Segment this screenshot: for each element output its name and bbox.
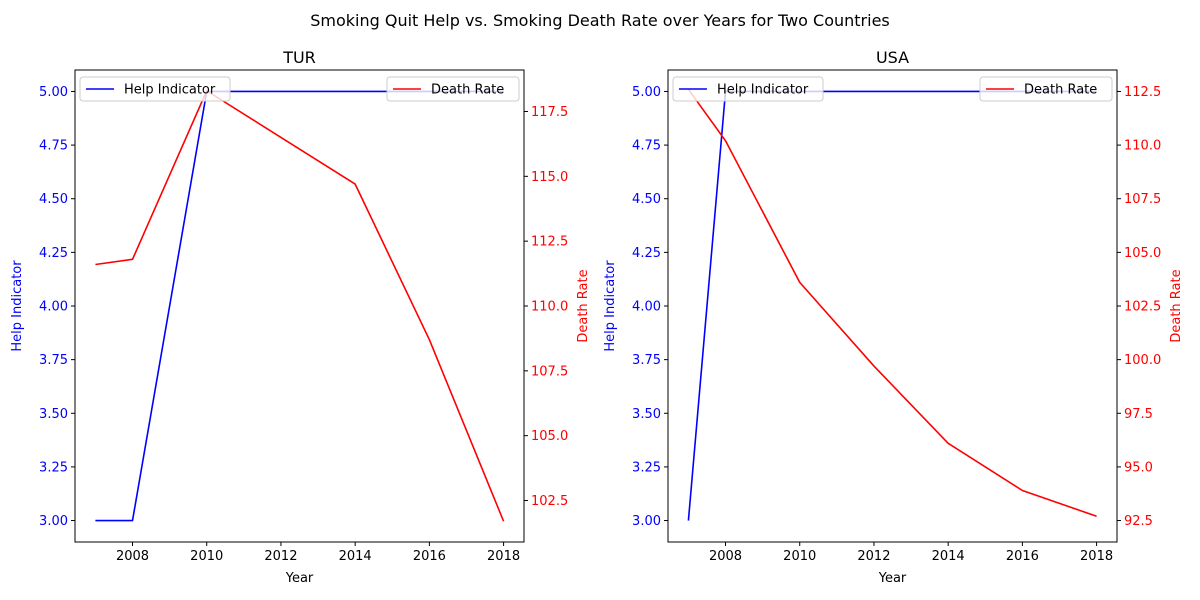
y-left-tick-label: 4.75: [632, 139, 661, 154]
axes-title: USA: [876, 48, 909, 67]
y-right-tick-label: 95.0: [1124, 460, 1153, 475]
x-tick-label: 2018: [487, 549, 520, 564]
y-right-tick-label: 102.5: [531, 494, 568, 509]
y-right-tick-label: 115.0: [531, 170, 568, 185]
y-left-tick-label: 3.50: [632, 407, 661, 422]
x-tick-label: 2016: [413, 549, 446, 564]
y-right-tick-label: 107.5: [531, 364, 568, 379]
y-right-tick-label: 97.5: [1124, 407, 1153, 422]
y-left-tick-label: 4.25: [632, 246, 661, 261]
y-left-tick-label: 4.50: [632, 192, 661, 207]
x-axis-label: Year: [285, 571, 314, 586]
legend-help-indicator: Help Indicator: [79, 76, 231, 102]
y-right-tick-label: 100.0: [1124, 353, 1161, 368]
x-tick-label: 2012: [857, 549, 890, 564]
axes-frame: [667, 69, 1118, 543]
legend-label: Help Indicator: [717, 83, 809, 98]
y-left-tick-label: 4.50: [39, 192, 68, 207]
y-left-tick-label: 3.25: [39, 460, 68, 475]
y-left-tick-label: 3.50: [39, 407, 68, 422]
legend-box: [386, 76, 520, 102]
legend-box: [979, 76, 1113, 102]
y-right-tick-label: 112.5: [531, 235, 568, 250]
y-right-tick-label: 107.5: [1124, 192, 1161, 207]
axes-frame: [74, 69, 525, 543]
y-left-tick-label: 4.75: [39, 139, 68, 154]
x-tick-label: 2010: [190, 549, 223, 564]
y-left-tick-label: 5.00: [39, 85, 68, 100]
help-indicator-line: [95, 90, 504, 522]
x-tick-label: 2016: [1006, 549, 1039, 564]
y-left-tick-label: 4.00: [39, 300, 68, 315]
y-left-tick-label: 4.00: [632, 300, 661, 315]
x-tick-label: 2008: [116, 549, 149, 564]
x-tick-label: 2012: [264, 549, 297, 564]
y-left-tick-label: 3.25: [632, 460, 661, 475]
y-left-tick-label: 4.25: [39, 246, 68, 261]
legend-label: Help Indicator: [124, 83, 216, 98]
y-right-tick-label: 117.5: [531, 105, 568, 120]
y-left-tick-label: 5.00: [632, 85, 661, 100]
x-tick-label: 2010: [783, 549, 816, 564]
x-tick-label: 2014: [339, 549, 372, 564]
y-right-tick-label: 102.5: [1124, 300, 1161, 315]
y-right-axis-label: Death Rate: [576, 269, 591, 342]
y-left-tick-label: 3.00: [39, 514, 68, 529]
y-right-tick-label: 105.0: [531, 429, 568, 444]
y-right-tick-label: 110.0: [531, 300, 568, 315]
legend-death-rate: Death Rate: [386, 76, 520, 102]
figure-title: Smoking Quit Help vs. Smoking Death Rate…: [310, 11, 890, 30]
legend-box: [672, 76, 824, 102]
legend-label: Death Rate: [1024, 83, 1097, 98]
legend-help-indicator: Help Indicator: [672, 76, 824, 102]
y-left-tick-label: 3.75: [39, 353, 68, 368]
y-left-axis-label: Help Indicator: [10, 260, 25, 352]
x-tick-label: 2008: [709, 549, 742, 564]
x-tick-label: 2014: [932, 549, 965, 564]
legend-label: Death Rate: [431, 83, 504, 98]
y-right-axis-label: Death Rate: [1169, 269, 1184, 342]
legend-death-rate: Death Rate: [979, 76, 1113, 102]
y-left-axis-label: Help Indicator: [603, 260, 618, 352]
y-right-tick-label: 112.5: [1124, 85, 1161, 100]
legend-box: [79, 76, 231, 102]
y-right-tick-label: 105.0: [1124, 246, 1161, 261]
help-indicator-line: [687, 90, 1097, 521]
y-left-tick-label: 3.00: [632, 514, 661, 529]
x-tick-label: 2018: [1080, 549, 1113, 564]
death-rate-line: [687, 88, 1097, 518]
y-left-tick-label: 3.75: [632, 353, 661, 368]
chart-panel-usa: USA 2008 2010 2012 2014 2016 2018 Year 3.00 3.25 3…: [603, 48, 1184, 586]
death-rate-line: [95, 89, 505, 522]
y-right-tick-label: 92.5: [1124, 514, 1153, 529]
axes-title: TUR: [282, 48, 316, 67]
chart-panel-tur: TUR 2008 2010 2012 2014 2016 2018 Year 3.00 3.25 3…: [10, 48, 591, 586]
y-right-tick-label: 110.0: [1124, 139, 1161, 154]
x-axis-label: Year: [878, 571, 907, 586]
